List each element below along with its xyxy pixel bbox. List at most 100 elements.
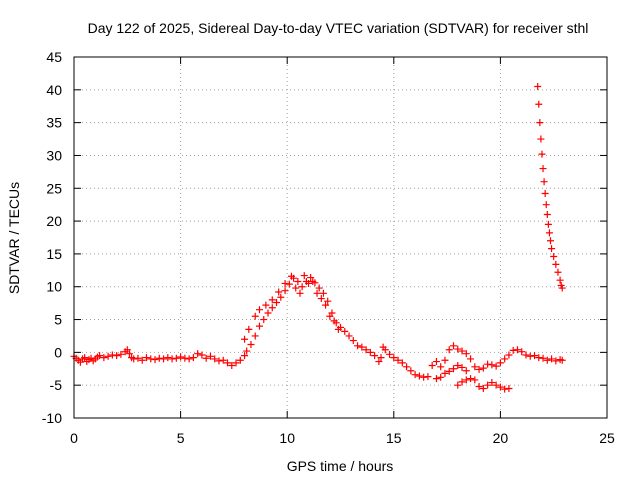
x-tick-label: 5 <box>177 430 185 446</box>
data-point <box>428 361 436 369</box>
data-point <box>215 357 223 365</box>
y-tick-label: 35 <box>46 115 62 131</box>
data-point <box>251 312 259 320</box>
data-point <box>501 355 509 363</box>
data-point <box>475 382 483 390</box>
data-point <box>545 229 553 237</box>
data-point <box>445 346 453 354</box>
data-point <box>255 306 263 314</box>
data-point <box>206 352 214 360</box>
data-point <box>394 356 402 364</box>
y-tick-label: 10 <box>46 279 62 295</box>
data-point <box>251 332 259 340</box>
data-point <box>224 359 232 367</box>
data-point <box>123 346 131 354</box>
x-tick-label: 0 <box>70 430 78 446</box>
data-point <box>488 379 496 387</box>
data-point <box>381 346 389 354</box>
data-point <box>117 350 125 358</box>
data-point <box>296 289 304 297</box>
data-point <box>168 355 176 363</box>
plot-frame <box>73 56 608 419</box>
data-point <box>245 325 253 333</box>
data-point <box>535 354 543 362</box>
data-point <box>420 373 428 381</box>
data-point <box>537 135 545 143</box>
data-point <box>298 283 306 291</box>
data-point <box>513 346 521 354</box>
data-point <box>247 340 255 348</box>
data-point <box>104 352 112 360</box>
data-point <box>151 356 159 364</box>
data-point <box>449 365 457 373</box>
data-point <box>232 359 240 367</box>
data-point <box>543 211 551 219</box>
data-point <box>262 301 270 309</box>
y-tick-label: 30 <box>46 147 62 163</box>
data-point <box>108 351 116 359</box>
data-point <box>125 350 133 358</box>
data-point <box>307 274 315 282</box>
data-point <box>194 350 202 358</box>
data-point <box>241 352 249 360</box>
data-point <box>467 355 475 363</box>
data-point <box>479 364 487 372</box>
data-point <box>501 385 509 393</box>
data-point <box>488 361 496 369</box>
data-point <box>386 350 394 358</box>
data-point <box>268 296 276 304</box>
data-point <box>155 354 163 362</box>
data-point <box>536 119 544 127</box>
data-point <box>437 363 445 371</box>
data-point <box>358 343 366 351</box>
data-point <box>539 165 547 173</box>
data-point <box>285 280 293 288</box>
data-point <box>445 367 453 375</box>
data-point <box>403 363 411 371</box>
data-point <box>181 354 189 362</box>
data-point <box>130 355 138 363</box>
data-point <box>390 354 398 362</box>
data-point <box>484 360 492 368</box>
data-point <box>255 322 263 330</box>
data-point <box>462 367 470 375</box>
data-point <box>81 354 89 362</box>
data-point <box>281 287 289 295</box>
x-tick-label: 15 <box>386 430 402 446</box>
data-points <box>70 83 566 393</box>
data-point <box>544 220 552 228</box>
data-point <box>277 293 285 301</box>
data-point <box>309 277 317 285</box>
data-point <box>202 354 210 362</box>
x-axis-ticks: 0 5 10 15 20 25 <box>70 57 615 446</box>
data-point <box>505 384 513 392</box>
data-point <box>375 358 383 366</box>
y-tick-label: 45 <box>46 49 62 65</box>
data-point <box>492 381 500 389</box>
y-tick-label: -10 <box>42 410 62 426</box>
data-point <box>424 373 432 381</box>
data-point <box>147 355 155 363</box>
data-point <box>556 276 564 284</box>
data-point <box>538 150 546 158</box>
data-point <box>198 351 206 359</box>
data-point <box>275 288 283 296</box>
y-tick-label: 25 <box>46 180 62 196</box>
data-point <box>264 309 272 317</box>
data-point <box>552 357 560 365</box>
data-point <box>138 356 146 364</box>
data-point <box>326 312 334 320</box>
data-point <box>236 356 244 364</box>
x-tick-label: 10 <box>279 430 295 446</box>
data-point <box>366 348 374 356</box>
data-point <box>305 279 313 287</box>
data-point <box>462 350 470 358</box>
y-axis-label: SDTVAR / TECUs <box>6 182 22 294</box>
data-point <box>300 272 308 280</box>
y-tick-label: 5 <box>54 312 62 328</box>
data-point <box>292 284 300 292</box>
data-point <box>185 355 193 363</box>
data-point <box>462 376 470 384</box>
data-point <box>558 284 566 292</box>
